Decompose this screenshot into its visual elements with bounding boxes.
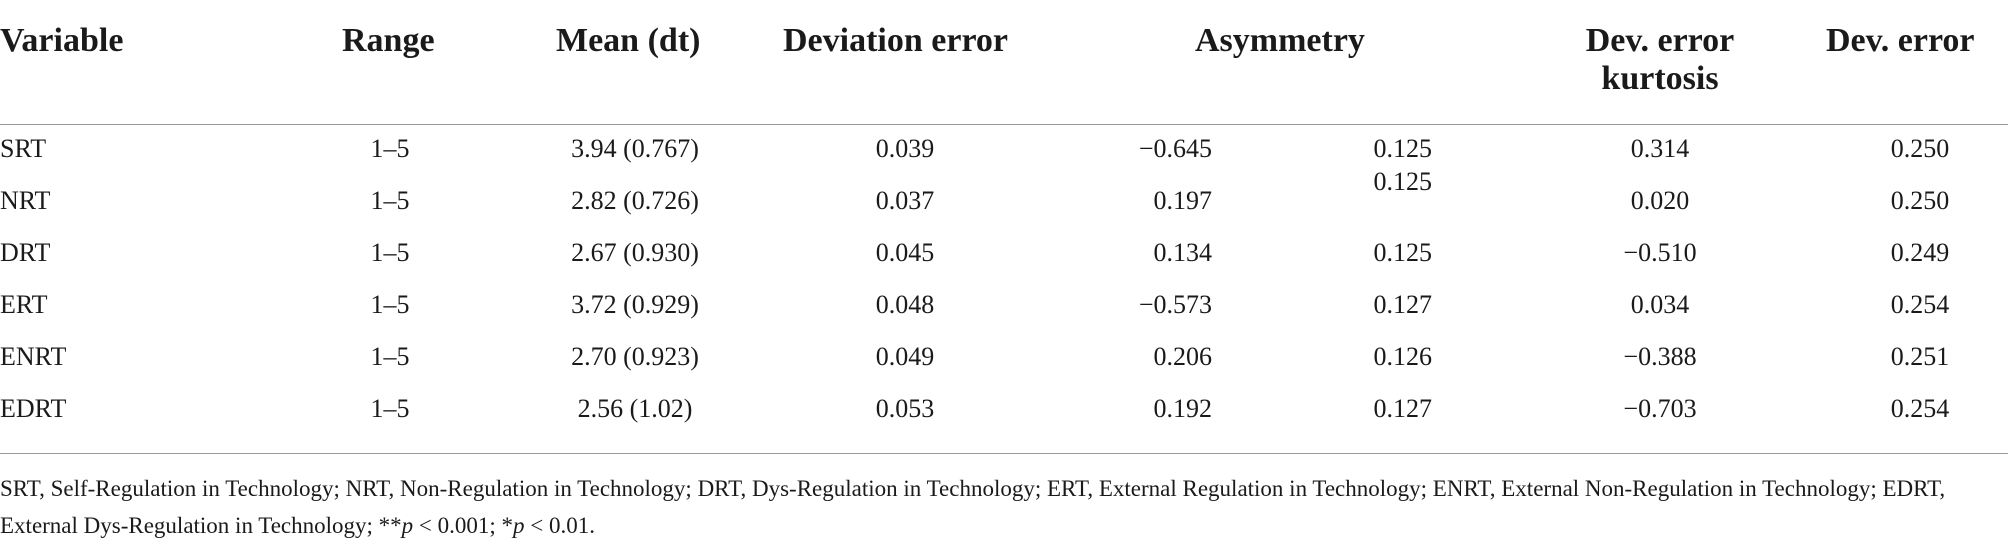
header-deviation-error: Deviation error (783, 22, 1009, 59)
bottom-rule (0, 453, 2008, 454)
row-srt-asym-se: 0.125 (1373, 134, 1433, 163)
header-variable: Variable (0, 22, 124, 59)
row-ert-asymmetry: −0.573 (1138, 290, 1212, 319)
row-ert-asym-se: 0.127 (1373, 290, 1433, 319)
row-nrt-asym-se: 0.125 (1373, 167, 1433, 196)
row-enrt-dev-error: 0.251 (1890, 342, 1950, 371)
footnote-sig1-stars: ** (378, 513, 402, 538)
row-ert-range: 1–5 (370, 290, 410, 319)
footnote-sig1-p: p (401, 513, 414, 538)
row-ert-kurtosis: 0.034 (1630, 290, 1690, 319)
header-dev-error-kurtosis-line2: kurtosis (1601, 60, 1719, 97)
row-drt-asymmetry: 0.134 (1153, 238, 1213, 267)
row-enrt-variable: ENRT (0, 342, 67, 371)
row-edrt-mean: 2.56 (1.02) (577, 394, 693, 423)
row-enrt-mean: 2.70 (0.923) (571, 342, 699, 371)
row-srt-range: 1–5 (370, 134, 410, 163)
header-mean: Mean (dt) (556, 22, 701, 59)
row-ert-mean: 3.72 (0.929) (571, 290, 699, 319)
header-dev-error-kurtosis: Dev. error kurtosis (1560, 22, 1760, 98)
row-drt-range: 1–5 (370, 238, 410, 267)
row-nrt-kurtosis: 0.020 (1630, 186, 1690, 215)
row-enrt-kurtosis: −0.388 (1623, 342, 1697, 371)
row-nrt-deviation-error: 0.037 (875, 186, 935, 215)
row-edrt-range: 1–5 (370, 394, 410, 423)
header-range: Range (342, 22, 435, 59)
header-rule (0, 124, 2008, 125)
row-enrt-range: 1–5 (370, 342, 410, 371)
row-srt-variable: SRT (0, 134, 47, 163)
row-enrt-deviation-error: 0.049 (875, 342, 935, 371)
header-dev-error-kurtosis-line1: Dev. error (1585, 22, 1735, 59)
row-drt-variable: DRT (0, 238, 51, 267)
row-drt-mean: 2.67 (0.930) (571, 238, 699, 267)
row-enrt-asym-se: 0.126 (1373, 342, 1433, 371)
row-nrt-variable: NRT (0, 186, 51, 215)
row-drt-kurtosis: −0.510 (1623, 238, 1697, 267)
row-enrt-asymmetry: 0.206 (1153, 342, 1213, 371)
row-nrt-range: 1–5 (370, 186, 410, 215)
row-srt-asymmetry: −0.645 (1138, 134, 1212, 163)
row-srt-mean: 3.94 (0.767) (571, 134, 699, 163)
row-edrt-deviation-error: 0.053 (875, 394, 935, 423)
header-asymmetry: Asymmetry (1195, 22, 1365, 59)
footnote-sig2-stars: * (501, 513, 514, 538)
footnote-sig2-p: p (513, 513, 525, 538)
row-edrt-asym-se: 0.127 (1373, 394, 1433, 423)
row-edrt-dev-error: 0.254 (1890, 394, 1950, 423)
row-srt-deviation-error: 0.039 (875, 134, 935, 163)
row-edrt-variable: EDRT (0, 394, 67, 423)
row-drt-deviation-error: 0.045 (875, 238, 935, 267)
row-edrt-kurtosis: −0.703 (1623, 394, 1697, 423)
footnote-sig2-threshold: < 0.01. (524, 513, 596, 538)
row-ert-dev-error: 0.254 (1890, 290, 1950, 319)
row-drt-dev-error: 0.249 (1890, 238, 1950, 267)
row-nrt-asymmetry: 0.197 (1153, 186, 1213, 215)
header-dev-error: Dev. error (1826, 22, 1975, 59)
row-ert-deviation-error: 0.048 (875, 290, 935, 319)
table-footnote: SRT, Self-Regulation in Technology; NRT,… (0, 470, 1960, 544)
row-drt-asym-se: 0.125 (1373, 238, 1433, 267)
footnote-abbreviations: SRT, Self-Regulation in Technology; NRT,… (0, 476, 1946, 538)
row-edrt-asymmetry: 0.192 (1153, 394, 1213, 423)
row-nrt-mean: 2.82 (0.726) (571, 186, 699, 215)
row-nrt-dev-error: 0.250 (1890, 186, 1950, 215)
footnote-sig1-threshold: < 0.001; (413, 513, 502, 538)
row-srt-kurtosis: 0.314 (1630, 134, 1690, 163)
row-srt-dev-error: 0.250 (1890, 134, 1950, 163)
row-ert-variable: ERT (0, 290, 48, 319)
